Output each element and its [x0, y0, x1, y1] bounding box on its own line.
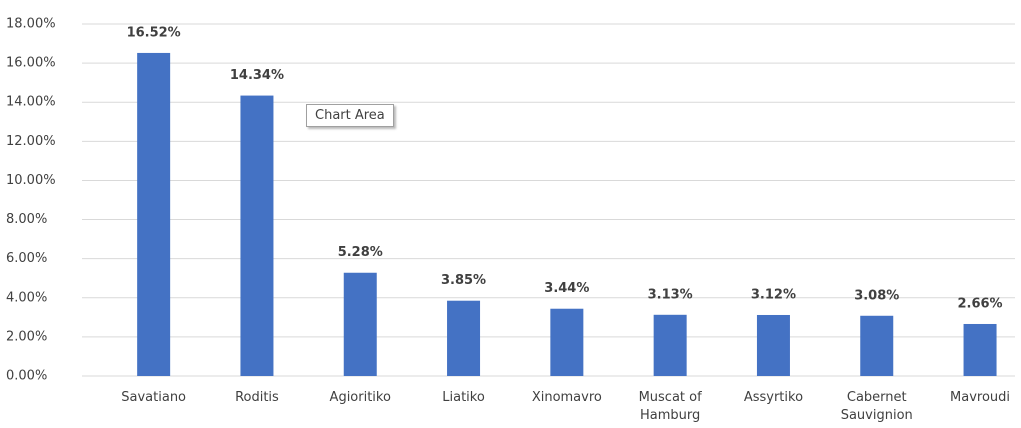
- bar: [240, 95, 274, 376]
- y-tick-label: 16.00%: [6, 56, 56, 71]
- bar: [653, 314, 687, 376]
- value-label: 14.34%: [230, 68, 284, 83]
- y-tick-label: 10.00%: [6, 173, 56, 188]
- x-tick-label: Liatiko: [442, 390, 485, 405]
- x-tick-label: Xinomavro: [531, 390, 602, 405]
- x-tick-label: Muscat of Hamburg: [638, 390, 702, 423]
- y-tick-label: 8.00%: [6, 212, 47, 227]
- y-tick-label: 18.00%: [6, 17, 56, 32]
- value-label: 3.85%: [441, 273, 486, 288]
- bar: [137, 52, 171, 376]
- value-label: 16.52%: [127, 25, 181, 40]
- bar: [550, 308, 584, 376]
- y-tick-label: 6.00%: [6, 251, 47, 266]
- y-tick-label: 0.00%: [6, 369, 47, 384]
- bar: [447, 300, 481, 376]
- x-tick-label: Mavroudi: [950, 390, 1011, 405]
- bar: [963, 323, 997, 376]
- y-tick-label: 14.00%: [6, 95, 56, 110]
- value-label: 3.12%: [751, 287, 796, 302]
- bar: [756, 314, 790, 376]
- value-label: 3.13%: [648, 287, 693, 302]
- x-tick-label: Savatiano: [121, 390, 187, 405]
- y-tick-label: 12.00%: [6, 134, 56, 149]
- x-tick-label: Agioritiko: [329, 390, 391, 405]
- value-label: 2.66%: [957, 296, 1002, 311]
- x-tick-label: Cabernet Sauvignion: [840, 390, 913, 423]
- bar: [860, 315, 894, 376]
- value-label: 3.08%: [854, 288, 899, 303]
- x-tick-label: Assyrtiko: [743, 390, 804, 405]
- value-label: 5.28%: [338, 245, 383, 260]
- value-label: 3.44%: [544, 281, 589, 296]
- x-tick-label: Roditis: [235, 390, 279, 405]
- y-tick-label: 2.00%: [6, 329, 47, 344]
- bar: [343, 272, 377, 376]
- y-tick-label: 4.00%: [6, 290, 47, 305]
- tooltip: Chart Area: [306, 104, 394, 127]
